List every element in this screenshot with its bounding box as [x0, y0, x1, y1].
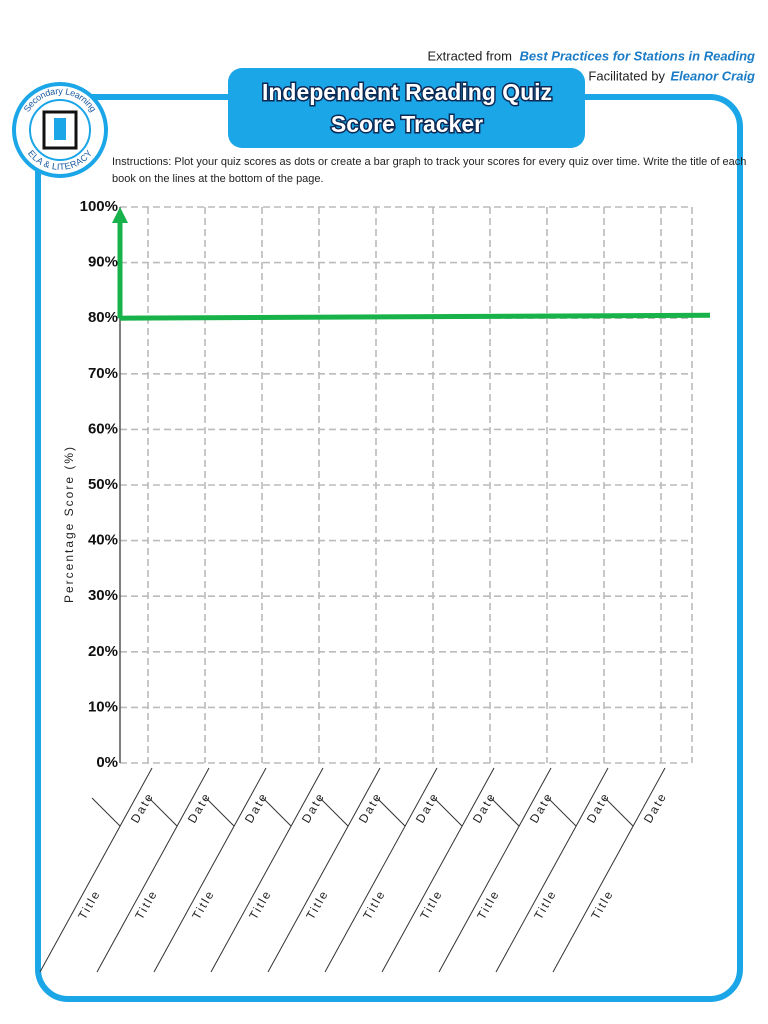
- title-line: [552, 767, 666, 973]
- date-label: Date: [242, 790, 271, 826]
- date-line: [319, 797, 349, 827]
- y-tick-label: 30%: [88, 587, 118, 604]
- date-label: Date: [527, 790, 556, 826]
- date-label: Date: [641, 790, 670, 826]
- title-label: Title: [417, 887, 445, 922]
- title-line: [381, 767, 495, 973]
- y-tick-label: 0%: [96, 754, 118, 771]
- y-tick-label: 50%: [88, 476, 118, 493]
- date-label: Date: [356, 790, 385, 826]
- title-line: [96, 767, 210, 973]
- title-label: Title: [132, 887, 160, 922]
- title-label: Title: [246, 887, 274, 922]
- facilitator-prefix: Facilitated by: [588, 68, 665, 83]
- title-line: [438, 767, 552, 973]
- title-line: [210, 767, 324, 973]
- title-box: [228, 68, 585, 148]
- title-line: Score Tracker: [331, 111, 483, 137]
- date-label: Date: [128, 790, 157, 826]
- source-prefix: Extracted from: [427, 48, 512, 63]
- title-line: [267, 767, 381, 973]
- y-tick-label: 100%: [80, 198, 118, 215]
- y-tick-label: 70%: [88, 365, 118, 382]
- date-line: [547, 797, 577, 827]
- source-title: Best Practices for Stations in Reading: [519, 48, 755, 63]
- y-axis-label: Percentage Score (%): [62, 445, 76, 603]
- y-tick-label: 60%: [88, 420, 118, 437]
- date-line: [433, 797, 463, 827]
- title-line: [153, 767, 267, 973]
- date-label: Date: [584, 790, 613, 826]
- title-label: Title: [75, 887, 103, 922]
- title-line: Independent Reading Quiz: [262, 79, 552, 105]
- date-label: Date: [413, 790, 442, 826]
- title-line: [495, 767, 609, 973]
- logo: Secondary Learning ELA & LITERACY: [12, 82, 108, 178]
- title-label: Title: [360, 887, 388, 922]
- date-line: [262, 797, 292, 827]
- title-label: Title: [189, 887, 217, 922]
- instructions: Instructions: Plot your quiz scores as d…: [112, 156, 746, 168]
- date-line: [490, 797, 520, 827]
- date-label: Date: [185, 790, 214, 826]
- title-label: Title: [474, 887, 502, 922]
- frame: [35, 94, 743, 1002]
- instructions: book on the lines at the bottom of the p…: [112, 173, 324, 185]
- y-tick-label: 80%: [88, 309, 118, 326]
- date-line: [604, 797, 634, 827]
- facilitator: Eleanor Craig: [670, 68, 755, 83]
- date-line: [148, 797, 178, 827]
- logo-icon: [54, 118, 66, 140]
- date-label: Date: [470, 790, 499, 826]
- y-tick-label: 20%: [88, 643, 118, 660]
- title-label: Title: [303, 887, 331, 922]
- y-tick-label: 10%: [88, 698, 118, 715]
- date-line: [91, 797, 121, 827]
- y-tick-label: 90%: [88, 254, 118, 271]
- date-label: Date: [299, 790, 328, 826]
- title-label: Title: [588, 887, 616, 922]
- target-arrow: [112, 207, 128, 223]
- target-line: [117, 219, 711, 321]
- date-line: [205, 797, 235, 827]
- title-label: Title: [531, 887, 559, 922]
- title-line: [39, 767, 153, 973]
- date-line: [376, 797, 406, 827]
- y-tick-label: 40%: [88, 532, 118, 549]
- title-line: [324, 767, 438, 973]
